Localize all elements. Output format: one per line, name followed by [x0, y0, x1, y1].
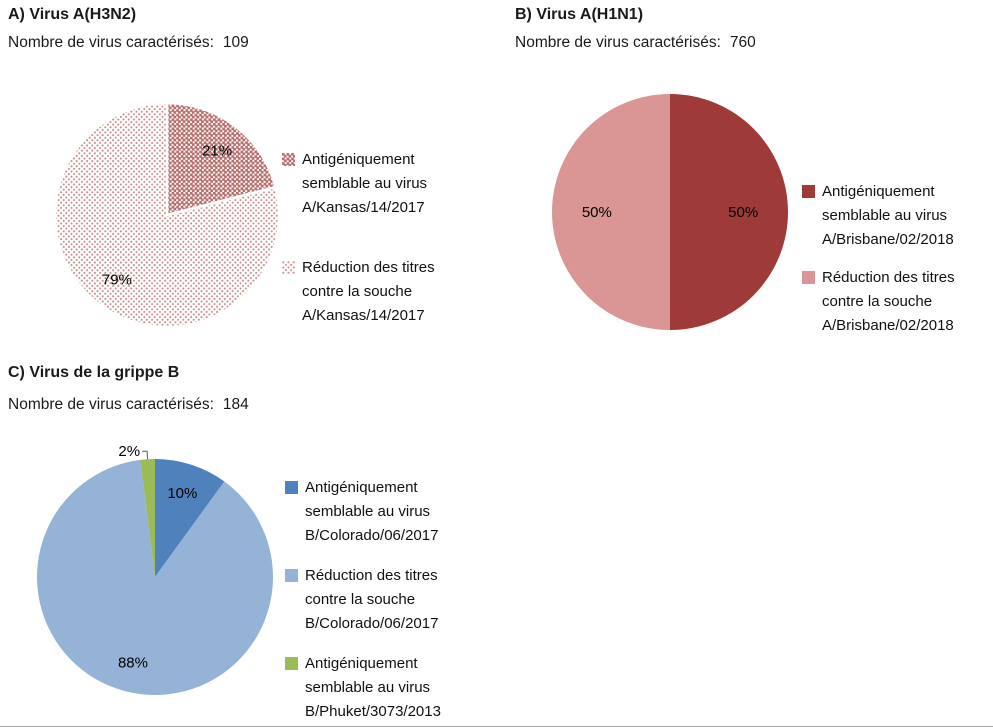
panel-title: C) Virus de la grippe B: [8, 364, 180, 381]
pie-chart-influenza-b: 10% 88% 2%: [36, 443, 273, 695]
panel-title: A) Virus A(H3N2): [8, 6, 137, 23]
panel-title: B) Virus A(H1N1): [515, 6, 644, 23]
pie-data-label: 21%: [202, 142, 232, 159]
pie-slice-0-0: [165, 101, 277, 217]
legend-item-1-1: Réduction des titres contre la souche A/…: [802, 266, 977, 338]
legend-item-0-0: Antigéniquement semblable au virus A/Kan…: [282, 148, 457, 220]
legend-item-2-1: Réduction des titres contre la souche B/…: [285, 564, 460, 636]
label-leader-line: [142, 450, 149, 460]
pie-data-label: 50%: [728, 204, 758, 221]
pie-chart-h1n1: 50% 50%: [552, 94, 788, 330]
legend-swatch: [285, 657, 298, 670]
legend-label: Antigéniquement semblable au virus B/Phu…: [305, 655, 441, 720]
pie-slice-1-0: [670, 94, 788, 330]
legend-label: Réduction des titres contre la souche A/…: [302, 259, 435, 324]
pie-data-label: 2%: [118, 443, 140, 460]
legend-swatch: [285, 569, 298, 582]
chart-legend: Antigéniquement semblable au virus B/Col…: [285, 476, 460, 726]
pie-slice-0-1: [53, 101, 281, 329]
legend-item-0-1: Réduction des titres contre la souche A/…: [282, 256, 457, 328]
pie-slice-2-1: [36, 459, 273, 695]
panel-a-h3n2: A) Virus A(H3N2) Nombre de virus caracté…: [0, 0, 505, 358]
legend-swatch: [285, 481, 298, 494]
pie-data-label: 79%: [102, 272, 132, 289]
pie-slice-2-0: [155, 459, 225, 577]
legend-swatch: [282, 153, 295, 166]
virus-count-label: Nombre de virus caractérisés:: [8, 34, 214, 51]
virus-count-value: 760: [729, 34, 756, 51]
legend-item-2-0: Antigéniquement semblable au virus B/Col…: [285, 476, 460, 548]
legend-swatch: [282, 261, 295, 274]
pie-chart-h3n2: 21% 79%: [53, 101, 281, 329]
legend-label: Antigéniquement semblable au virus A/Bri…: [822, 183, 954, 248]
pie-data-label: 10%: [167, 485, 197, 502]
panel-b-h1n1: B) Virus A(H1N1) Nombre de virus caracté…: [505, 0, 993, 358]
virus-count-line: Nombre de virus caractérisés: 109: [8, 34, 249, 52]
legend-label: Réduction des titres contre la souche A/…: [822, 269, 955, 334]
legend-swatch: [802, 185, 815, 198]
pie-data-label: 50%: [582, 204, 612, 221]
chart-legend: Antigéniquement semblable au virus A/Kan…: [282, 148, 457, 364]
virus-count-line: Nombre de virus caractérisés: 184: [8, 396, 249, 414]
legend-item-2-2: Antigéniquement semblable au virus B/Phu…: [285, 652, 460, 724]
pie-slice-2-2: [140, 459, 155, 577]
virus-count-label: Nombre de virus caractérisés:: [8, 396, 214, 413]
chart-legend: Antigéniquement semblable au virus A/Bri…: [802, 180, 977, 352]
pie-slice-1-1: [552, 94, 670, 330]
virus-count-value: 109: [222, 34, 249, 51]
legend-item-1-0: Antigéniquement semblable au virus A/Bri…: [802, 180, 977, 252]
virus-count-label: Nombre de virus caractérisés:: [515, 34, 721, 51]
virus-count-value: 184: [222, 396, 249, 413]
panel-c-influenza-b: C) Virus de la grippe B Nombre de virus …: [0, 358, 993, 726]
legend-label: Antigéniquement semblable au virus B/Col…: [305, 479, 439, 544]
pie-data-label: 88%: [118, 655, 148, 672]
legend-label: Antigéniquement semblable au virus A/Kan…: [302, 151, 428, 216]
legend-swatch: [802, 271, 815, 284]
legend-label: Réduction des titres contre la souche B/…: [305, 567, 439, 632]
virus-count-line: Nombre de virus caractérisés: 760: [515, 34, 756, 52]
